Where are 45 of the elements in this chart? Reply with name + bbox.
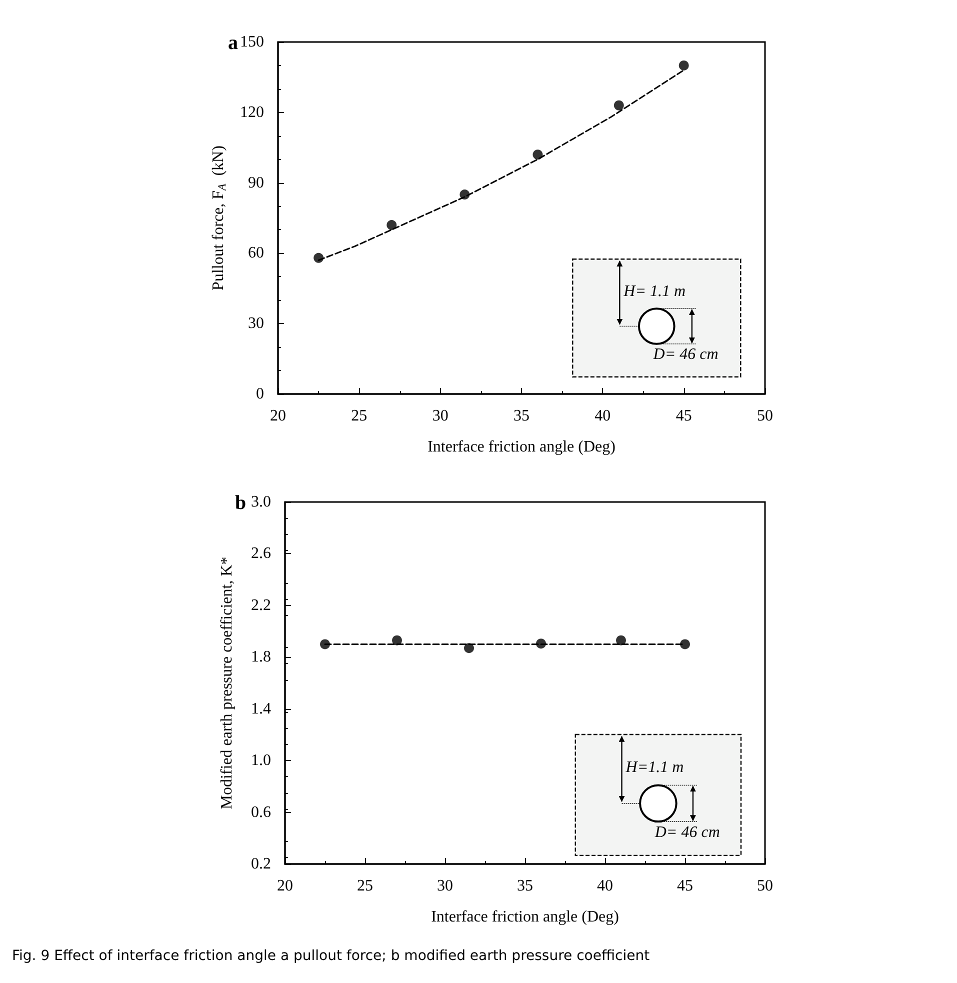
x-tick-label: 20 (270, 408, 286, 424)
x-tick-label: 50 (757, 878, 773, 894)
point (460, 190, 470, 200)
y-axis-title: Pullout force, FA (kN) (210, 146, 228, 290)
y-axis-title: Modified earth pressure coefficient, K* (218, 556, 236, 810)
point (614, 100, 624, 110)
x-tick-label: 25 (357, 878, 373, 894)
chart-title: b (235, 492, 246, 514)
y-tick-label: 1.4 (251, 700, 271, 718)
point (532, 150, 543, 160)
x-tick-label: 45 (677, 878, 693, 894)
point (678, 60, 689, 70)
x-tick-label: 30 (437, 878, 453, 894)
caption: Fig. 9 Effect of interface friction angle a pullout force; b modified earth pressure coefficient (12, 948, 650, 964)
y-tick-label: 0.2 (251, 856, 271, 872)
point (314, 252, 324, 263)
y-tick-label: 1.8 (251, 648, 271, 666)
x-tick-label: 25 (351, 408, 368, 424)
y-tick-label: 120 (240, 104, 264, 121)
x-axis-title: Interface friction angle (Deg) (428, 438, 616, 456)
y-tick-label: 60 (248, 244, 264, 262)
x-tick-label: 50 (757, 408, 773, 424)
x-tick-label: 40 (594, 408, 611, 424)
y-tick-label: 1.0 (251, 752, 271, 770)
y-tick-label: 30 (248, 315, 264, 332)
y-tick-label: 2.2 (251, 596, 271, 614)
annotation: D= 46 cm (654, 824, 720, 842)
y-tick-label: 150 (240, 34, 264, 50)
x-tick-label: 45 (676, 408, 692, 424)
x-axis-title: Interface friction angle (Deg) (431, 908, 619, 926)
annotation: D= 46 cm (653, 346, 718, 364)
x-tick-label: 35 (514, 408, 530, 424)
y-tick-label: 2.6 (251, 545, 271, 562)
x-tick-label: 40 (597, 878, 613, 894)
x-tick-label: 30 (432, 408, 448, 424)
x-tick-label: 35 (517, 878, 533, 894)
chart-title: a (228, 32, 238, 54)
y-tick-label: 0 (256, 386, 264, 402)
point (386, 220, 397, 230)
annotation: H= 1.1 m (624, 282, 686, 301)
x-tick-label: 20 (277, 878, 293, 894)
annotation: H=1.1 m (626, 758, 684, 777)
y-tick-label: 90 (248, 174, 264, 192)
y-tick-label: 3.0 (251, 494, 271, 510)
y-tick-label: 0.6 (251, 804, 271, 821)
